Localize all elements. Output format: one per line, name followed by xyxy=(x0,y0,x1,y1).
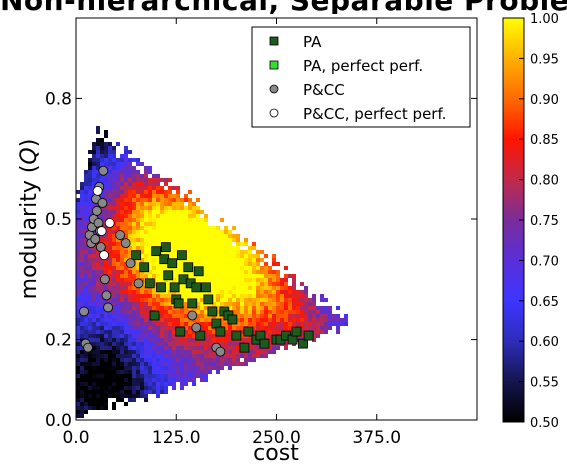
legend: PA PA, perfect perf. P&CC P&CC, perfect per… xyxy=(251,26,471,128)
point-series0-7 xyxy=(160,242,171,253)
point-series3-0 xyxy=(92,185,103,196)
point-series2-24 xyxy=(191,322,202,333)
point-series0-5 xyxy=(156,282,166,293)
y-tick-label: 0.2 xyxy=(45,331,72,351)
colorbar-tick-label: 0.55 xyxy=(530,376,559,391)
axes: 0.0 125.0 250.0 375.0 0.0 0.2 0.5 0.8 xyxy=(45,18,477,448)
point-series0-24 xyxy=(207,306,218,317)
point-series0-35 xyxy=(259,338,270,349)
point-series0-10 xyxy=(169,282,180,293)
chart-title: Non-hierarchical, Separable Problems xyxy=(0,0,567,14)
data-points xyxy=(79,165,314,357)
point-series0-42 xyxy=(303,330,314,341)
point-series0-22 xyxy=(201,282,211,293)
point-series2-26 xyxy=(215,346,226,357)
point-series2-9 xyxy=(91,206,102,216)
legend-label: PA, perfect perf. xyxy=(303,57,423,75)
y-tick-label: 0.0 xyxy=(45,411,72,431)
point-series0-16 xyxy=(183,262,194,273)
point-series2-20 xyxy=(120,238,131,249)
x-tick-label: 0.0 xyxy=(62,428,89,448)
colorbar: 0.50 0.55 0.60 0.65 0.70 0.75 0.80 0.85 0.90 0.95… xyxy=(502,12,559,431)
point-series0-9 xyxy=(167,258,178,269)
colorbar-tick-label: 0.80 xyxy=(530,174,559,189)
point-series0-3 xyxy=(149,310,160,321)
legend-marker xyxy=(269,84,279,94)
point-series2-23 xyxy=(187,310,198,321)
point-series3-2 xyxy=(99,250,109,261)
point-series0-18 xyxy=(187,298,198,309)
legend-marker xyxy=(269,36,279,46)
point-series2-21 xyxy=(125,258,136,269)
point-series0-14 xyxy=(176,250,187,261)
point-series2-14 xyxy=(97,198,108,208)
legend-marker xyxy=(269,108,279,118)
point-series0-26 xyxy=(215,326,226,337)
point-series2-15 xyxy=(98,165,109,176)
colorbar-tick-label: 0.85 xyxy=(530,133,559,148)
point-series0-40 xyxy=(291,326,302,337)
point-series2-2 xyxy=(83,342,93,353)
y-tick-label: 0.5 xyxy=(45,210,72,230)
colorbar-tick-label: 0.50 xyxy=(530,416,559,431)
point-series0-19 xyxy=(191,282,202,293)
point-series0-13 xyxy=(175,326,186,337)
point-series0-4 xyxy=(151,246,162,257)
y-tick-label: 0.8 xyxy=(45,89,72,109)
point-series2-7 xyxy=(90,234,101,245)
legend-marker xyxy=(269,60,279,70)
point-series2-17 xyxy=(101,290,112,301)
point-series2-18 xyxy=(103,302,113,313)
colorbar-tick-label: 0.90 xyxy=(530,93,559,108)
density-heatmap xyxy=(76,126,348,418)
colorbar-tick-label: 1.00 xyxy=(530,12,559,27)
point-series2-16 xyxy=(99,274,110,285)
colorbar-tick-label: 0.75 xyxy=(530,214,559,229)
point-series2-19 xyxy=(115,230,126,240)
colorbar-tick-label: 0.60 xyxy=(530,335,559,350)
point-series0-31 xyxy=(239,342,250,353)
point-series0-32 xyxy=(243,326,254,337)
x-tick-label: 375.0 xyxy=(352,428,401,448)
legend-label: P&CC, perfect perf. xyxy=(303,105,446,123)
colorbar-tick-label: 0.65 xyxy=(530,295,559,310)
point-series0-21 xyxy=(195,330,206,341)
colorbar-tick-label: 0.95 xyxy=(530,52,559,67)
point-series0-30 xyxy=(231,330,242,341)
point-series0-1 xyxy=(139,262,150,273)
legend-label: P&CC xyxy=(303,81,345,99)
point-series2-0 xyxy=(79,306,89,317)
point-series0-2 xyxy=(144,278,155,289)
point-series0-41 xyxy=(298,338,308,349)
point-series0-29 xyxy=(227,314,238,325)
point-series2-22 xyxy=(133,278,144,289)
point-series0-0 xyxy=(131,250,142,261)
point-series3-3 xyxy=(104,218,115,228)
y-axis-label: modularity (Q) xyxy=(17,139,42,300)
point-series0-23 xyxy=(203,294,214,305)
point-series0-8 xyxy=(163,270,174,281)
chart-title-clip: Non-hierarchical, Separable Problems xyxy=(0,0,567,14)
point-series0-20 xyxy=(193,266,204,277)
legend-label: PA xyxy=(303,33,322,51)
x-tick-label: 125.0 xyxy=(152,428,201,448)
colorbar-tick-label: 0.70 xyxy=(530,254,559,269)
point-series0-12 xyxy=(173,298,184,309)
x-tick-label: 250.0 xyxy=(252,428,301,448)
point-series3-1 xyxy=(96,226,107,236)
x-axis-label: cost xyxy=(253,441,299,466)
legend-box xyxy=(251,26,471,128)
